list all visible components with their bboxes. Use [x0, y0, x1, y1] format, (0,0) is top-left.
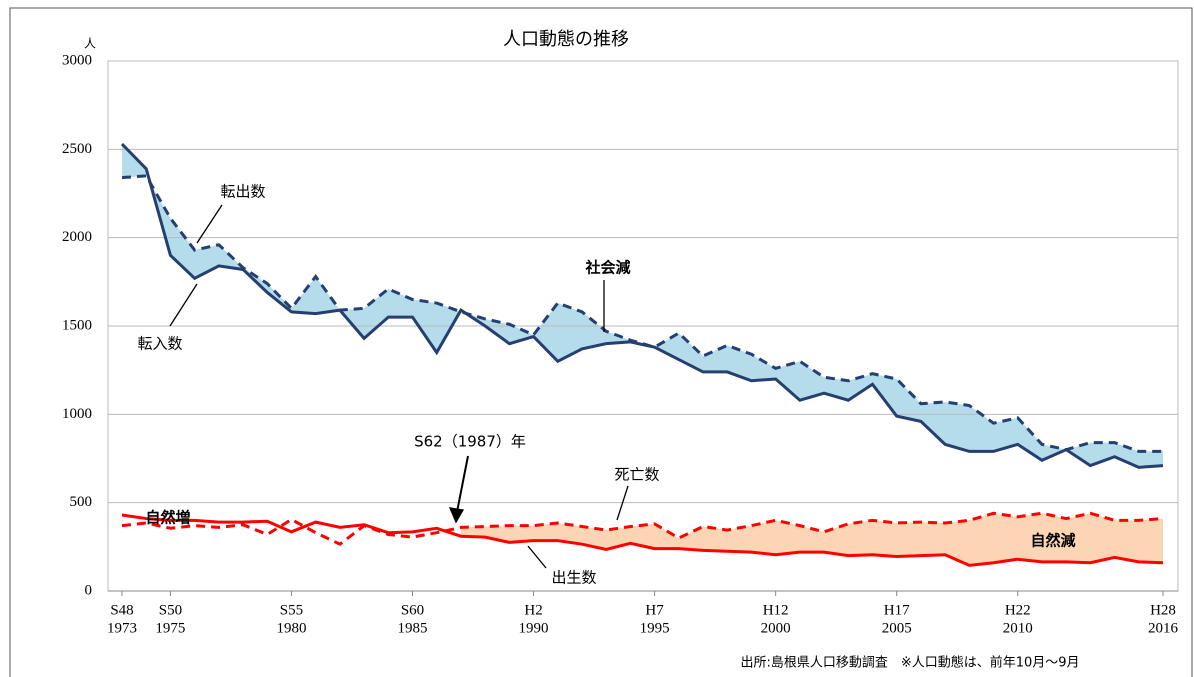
x-tick-label: 1995 [640, 620, 670, 636]
chart-title: 人口動態の推移 [503, 29, 629, 50]
x-tick-label: S48 [110, 602, 133, 618]
y-tick-label: 500 [70, 494, 93, 510]
x-tick-label: S60 [401, 602, 424, 618]
y-tick-label: 0 [85, 582, 93, 598]
series-label: 転入数 [137, 335, 182, 353]
x-tick-label: 1985 [398, 620, 428, 636]
x-tick-label: H22 [1005, 602, 1031, 618]
x-tick-label: 2016 [1148, 620, 1179, 636]
leader [527, 545, 547, 569]
y-unit: 人 [84, 37, 96, 51]
source: 出所:島根県人口移動調査 ※人口動態は、前年10月～9月 [740, 655, 1079, 671]
x-tick-label: 1980 [276, 620, 306, 636]
x-tick-label: S50 [159, 602, 182, 618]
x-tick-label: 1990 [519, 620, 549, 636]
x-tick-label: H12 [763, 602, 789, 618]
x-tick-label: H17 [884, 602, 910, 618]
arrow-head [448, 507, 465, 524]
y-tick-label: 2000 [62, 229, 92, 245]
x-tick-label: S55 [280, 602, 303, 618]
series-label: 死亡数 [614, 466, 659, 484]
y-tick-label: 3000 [62, 52, 92, 68]
series-line [120, 142, 1164, 469]
x-tick-label: H28 [1150, 602, 1176, 618]
annotation: 自然減 [1030, 532, 1075, 550]
series-line [121, 174, 1163, 453]
annotation: 自然増 [145, 509, 190, 527]
leader [169, 283, 198, 327]
annotation: 社会減 [584, 259, 630, 277]
x-tick-label: 1975 [155, 620, 185, 636]
x-tick-label: H2 [524, 602, 542, 618]
y-tick-label: 1000 [62, 406, 92, 422]
series-label: 出生数 [551, 569, 596, 587]
x-tick-label: 2010 [1003, 620, 1033, 636]
leaders [169, 204, 629, 569]
frame [9, 7, 1193, 677]
series-label: 転出数 [220, 183, 265, 201]
annotation: S62（1987）年 [414, 433, 526, 451]
series-line [121, 511, 1164, 546]
x-tick-label: 2005 [882, 620, 912, 636]
x-tick-label: 2000 [761, 620, 791, 636]
leader [616, 485, 629, 521]
x-tick-label: H7 [645, 602, 664, 618]
arrow [456, 455, 469, 513]
y-tick-label: 1500 [62, 317, 92, 333]
x-tick-label: 1973 [107, 620, 137, 636]
area-fill [460, 513, 1163, 566]
series-line [121, 513, 1164, 567]
y-tick-label: 2500 [62, 141, 92, 157]
leader [196, 204, 223, 244]
